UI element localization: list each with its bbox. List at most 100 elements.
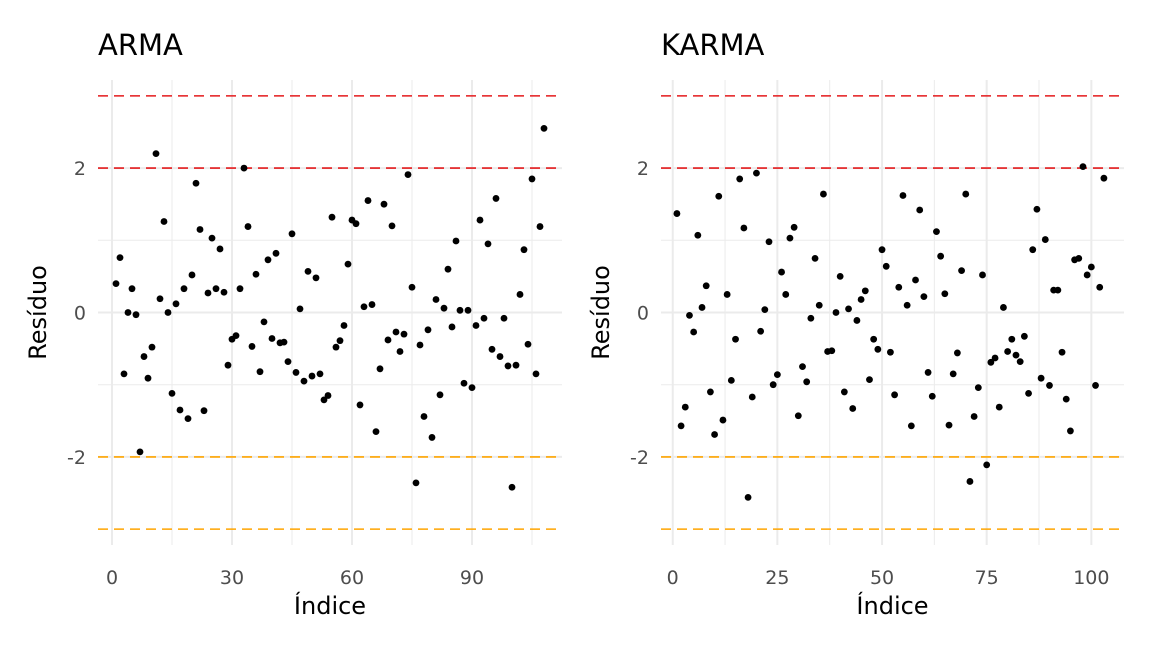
data-point [1020, 332, 1028, 340]
data-point [782, 291, 790, 298]
x-tick-label: 25 [765, 567, 789, 589]
data-point [284, 358, 292, 365]
data-point [949, 370, 957, 378]
data-point [891, 391, 898, 399]
data-point [895, 283, 903, 291]
data-point [412, 479, 420, 487]
data-point [719, 416, 727, 424]
data-point [1008, 335, 1016, 343]
data-point [224, 361, 232, 369]
data-point [440, 304, 448, 312]
data-point [356, 401, 364, 409]
data-point [152, 150, 160, 158]
data-point [740, 224, 748, 232]
data-point [384, 336, 392, 344]
data-point [396, 348, 404, 355]
data-point [1062, 395, 1070, 403]
data-point [828, 347, 836, 355]
data-point [132, 311, 140, 319]
data-point [916, 206, 924, 214]
data-point [264, 256, 272, 264]
x-tick-label: 60 [340, 567, 364, 589]
data-point [504, 362, 512, 370]
data-point [332, 343, 340, 351]
data-point [1016, 358, 1024, 365]
data-point [260, 318, 268, 326]
data-point [420, 413, 428, 420]
data-point [1004, 348, 1012, 355]
data-point [995, 403, 1003, 411]
data-point [164, 309, 172, 316]
data-point [364, 197, 372, 204]
data-point [120, 370, 128, 378]
data-point [324, 392, 332, 399]
data-point [432, 296, 440, 303]
data-point [773, 371, 781, 378]
data-point [212, 285, 220, 293]
data-point [468, 384, 476, 391]
data-point [452, 237, 460, 245]
data-point [288, 230, 296, 238]
data-point [400, 330, 408, 338]
data-point [368, 301, 376, 308]
data-point [970, 413, 978, 420]
y-tick-label: 2 [74, 158, 86, 180]
y-tick-label: 0 [74, 303, 86, 325]
chart-title: KARMA [661, 28, 765, 62]
data-point [811, 254, 819, 262]
data-point [790, 223, 798, 231]
data-point [220, 288, 228, 296]
data-point [928, 392, 936, 400]
data-point [920, 293, 928, 301]
data-point [845, 305, 852, 313]
data-point [492, 195, 500, 202]
data-point [1037, 374, 1045, 382]
data-point [416, 341, 424, 349]
karma-panel: -2 0 2 0 25 50 75 100 Índice Resíduo KARMA [587, 28, 1124, 620]
x-axis-title: Índice [294, 591, 366, 620]
data-point [866, 376, 873, 384]
data-point [748, 393, 756, 401]
data-point [966, 478, 974, 485]
data-point [256, 368, 264, 376]
data-point [958, 267, 965, 275]
data-point [148, 343, 156, 351]
data-point [815, 301, 823, 309]
data-point [861, 287, 869, 295]
data-point [761, 306, 769, 314]
data-point [979, 271, 986, 279]
data-point [694, 231, 702, 239]
data-point [857, 296, 865, 303]
x-tick-label: 50 [870, 567, 894, 589]
data-point [140, 353, 148, 360]
data-point [500, 314, 508, 322]
x-tick-label: 0 [667, 567, 679, 589]
data-point [196, 226, 204, 233]
data-point [444, 265, 452, 273]
data-point [849, 405, 857, 412]
data-point [933, 228, 940, 236]
data-point [160, 218, 168, 225]
data-point [673, 210, 681, 217]
data-point [280, 338, 288, 346]
data-point [907, 422, 915, 430]
y-axis-title: Resíduo [24, 265, 52, 360]
data-point [248, 343, 256, 350]
x-tick-label: 75 [975, 567, 999, 589]
data-point [272, 249, 280, 257]
data-point [744, 493, 752, 501]
data-point [807, 314, 815, 322]
data-point [820, 190, 827, 198]
data-point [240, 164, 248, 172]
data-point [874, 345, 882, 353]
data-point [448, 323, 456, 331]
y-tick-label: 0 [637, 303, 649, 325]
data-point [1033, 205, 1041, 213]
data-point [983, 461, 991, 469]
data-point [686, 311, 693, 319]
data-point [690, 328, 698, 336]
data-point [524, 340, 532, 348]
data-point [488, 345, 496, 353]
